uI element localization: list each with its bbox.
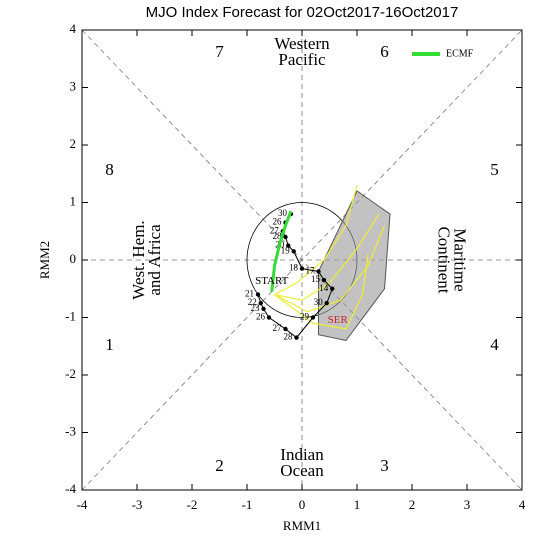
x-tick-label: 1 (354, 497, 361, 512)
observed-point (261, 306, 266, 312)
day-label: 28 (284, 332, 294, 342)
day-label: 19 (281, 245, 291, 255)
day-label: 26 (273, 217, 283, 227)
observed-point (258, 300, 263, 306)
x-tick-label: 4 (519, 497, 526, 512)
phase-label: 1 (105, 335, 114, 354)
region-label: and Africa (145, 224, 164, 296)
day-label: 30 (314, 297, 324, 307)
day-label: 14 (319, 283, 329, 293)
day-label: 30 (278, 208, 288, 218)
day-label: 29 (300, 312, 310, 322)
day-label: 23 (251, 303, 261, 313)
day-label: 27 (273, 323, 283, 333)
chart-title: MJO Index Forecast for 02Oct2017-16Oct20… (146, 4, 459, 21)
y-tick-label: 4 (70, 21, 77, 36)
phase-label: 4 (490, 335, 499, 354)
region-label: Maritime (451, 228, 470, 291)
observed-point (286, 243, 291, 248)
day-label: 28 (273, 231, 283, 241)
forecast-line (270, 210, 293, 292)
day-label: 17 (306, 266, 316, 276)
x-tick-label: -4 (77, 497, 88, 512)
phase-label: 7 (215, 42, 224, 61)
observed-point (255, 292, 261, 297)
observed-point (310, 315, 316, 320)
region-label: Pacific (278, 50, 326, 69)
observed-point (291, 249, 296, 254)
x-tick-label: 3 (464, 497, 471, 512)
region-label: West. Hem. (129, 220, 148, 299)
region-label: Continent (435, 226, 454, 293)
spread-area (318, 190, 391, 342)
observed-point (283, 326, 288, 332)
y-tick-label: -1 (65, 308, 76, 323)
observed-point (330, 286, 335, 291)
y-tick-label: 0 (70, 251, 77, 266)
y-tick-label: -3 (65, 423, 76, 438)
y-tick-label: 3 (70, 78, 77, 93)
region-label: Ocean (280, 461, 324, 480)
phase-label: 8 (105, 160, 114, 179)
x-tick-label: 0 (299, 497, 306, 512)
region-label: Indian (280, 445, 324, 464)
y-axis-label: RMM2 (37, 241, 52, 279)
day-label: 15 (311, 274, 321, 284)
legend-label: ECMF (446, 48, 474, 59)
observed-point (321, 277, 327, 283)
day-label: 26 (256, 312, 266, 322)
x-axis-label: RMM1 (283, 518, 321, 533)
y-tick-label: -4 (65, 481, 76, 496)
day-label: 21 (245, 289, 254, 299)
y-tick-label: -2 (65, 366, 76, 381)
phase-label: 3 (380, 456, 389, 475)
observed-point (294, 335, 299, 340)
region-label: Western (274, 34, 330, 53)
ensemble-member (274, 254, 369, 330)
day-label: 27 (270, 225, 280, 235)
x-tick-label: -1 (242, 497, 253, 512)
y-tick-label: 1 (70, 193, 77, 208)
observed-point (316, 269, 321, 274)
observed-point (324, 300, 329, 306)
observed-point (299, 266, 305, 271)
x-tick-label: -3 (132, 497, 143, 512)
end-label: SER (328, 314, 349, 326)
day-label: 22 (248, 297, 257, 307)
x-tick-label: 2 (409, 497, 416, 512)
observed-point (283, 234, 288, 240)
observed-point (266, 315, 272, 320)
ensemble-member (274, 213, 380, 301)
ensemble-member (274, 225, 386, 313)
x-tick-label: -2 (187, 497, 198, 512)
day-label: 18 (289, 263, 299, 273)
phase-label: 6 (380, 42, 389, 61)
phase-label: 2 (215, 456, 224, 475)
phase-label: 5 (490, 160, 499, 179)
start-label: START (255, 275, 289, 287)
ensemble-member (274, 185, 358, 296)
y-tick-label: 2 (70, 136, 77, 151)
